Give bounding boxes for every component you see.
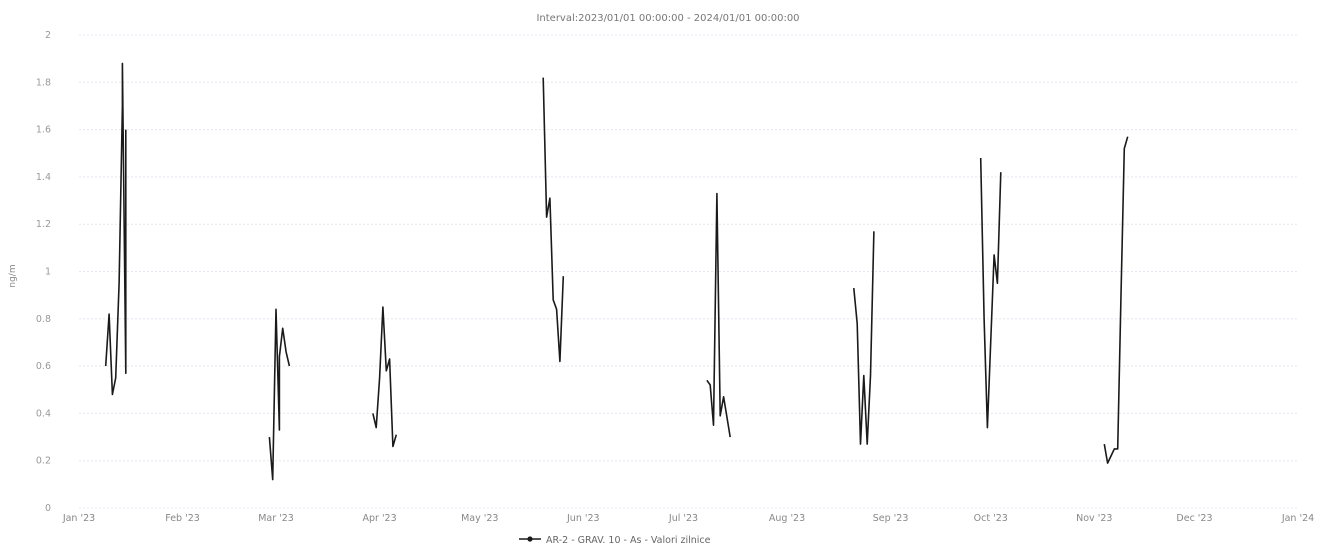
series-line <box>979 157 1002 429</box>
y-axis-label: ng/m <box>8 264 18 287</box>
x-tick-label: Sep '23 <box>873 513 909 524</box>
x-tick-label: Aug '23 <box>769 513 805 524</box>
x-tick-label: Jan '23 <box>62 513 95 524</box>
legend-label: AR-2 - GRAV. 10 - As - Valori zilnice <box>546 535 711 546</box>
series-line <box>706 192 731 438</box>
x-tick-label: May '23 <box>461 513 498 524</box>
x-tick-label: Apr '23 <box>362 513 396 524</box>
y-axis: 0 0.2 0.4 0.6 0.8 1 1.2 1.4 1.6 1.8 2 <box>36 30 51 514</box>
x-tick-label: Jul '23 <box>668 513 698 524</box>
series-line <box>104 62 127 396</box>
x-tick-label: Nov '23 <box>1076 513 1112 524</box>
series-line <box>542 77 565 363</box>
y-tick-label: 1.6 <box>36 125 51 136</box>
x-tick-label: Jan '24 <box>1281 513 1314 524</box>
y-tick-label: 1.4 <box>36 172 51 183</box>
y-tick-label: 0.8 <box>36 314 51 325</box>
x-tick-label: Oct '23 <box>974 513 1008 524</box>
series-line <box>853 231 875 445</box>
y-tick-label: 1.8 <box>36 77 51 88</box>
legend[interactable]: AR-2 - GRAV. 10 - As - Valori zilnice <box>519 535 711 546</box>
series-line <box>372 306 398 448</box>
x-tick-label: Jun '23 <box>566 513 600 524</box>
series-line <box>268 308 291 481</box>
x-axis: Jan '23 Feb '23 Mar '23 Apr '23 May '23 Jun '… <box>62 513 1314 524</box>
y-tick-label: 0.6 <box>36 361 51 372</box>
series-area <box>104 62 1129 481</box>
y-tick-label: 0.4 <box>36 408 51 419</box>
x-tick-label: Mar '23 <box>258 513 294 524</box>
y-tick-label: 1 <box>45 267 51 278</box>
grid <box>79 34 1298 509</box>
y-tick-label: 0.2 <box>36 456 51 467</box>
y-tick-label: 0 <box>45 503 51 514</box>
chart-title: Interval:2023/01/01 00:00:00 - 2024/01/0… <box>536 13 799 24</box>
x-tick-label: Dec '23 <box>1176 513 1212 524</box>
y-tick-label: 1.2 <box>36 219 51 230</box>
x-tick-label: Feb '23 <box>165 513 200 524</box>
y-tick-label: 2 <box>45 30 51 41</box>
legend-marker <box>527 536 533 542</box>
series-line <box>1103 136 1129 464</box>
